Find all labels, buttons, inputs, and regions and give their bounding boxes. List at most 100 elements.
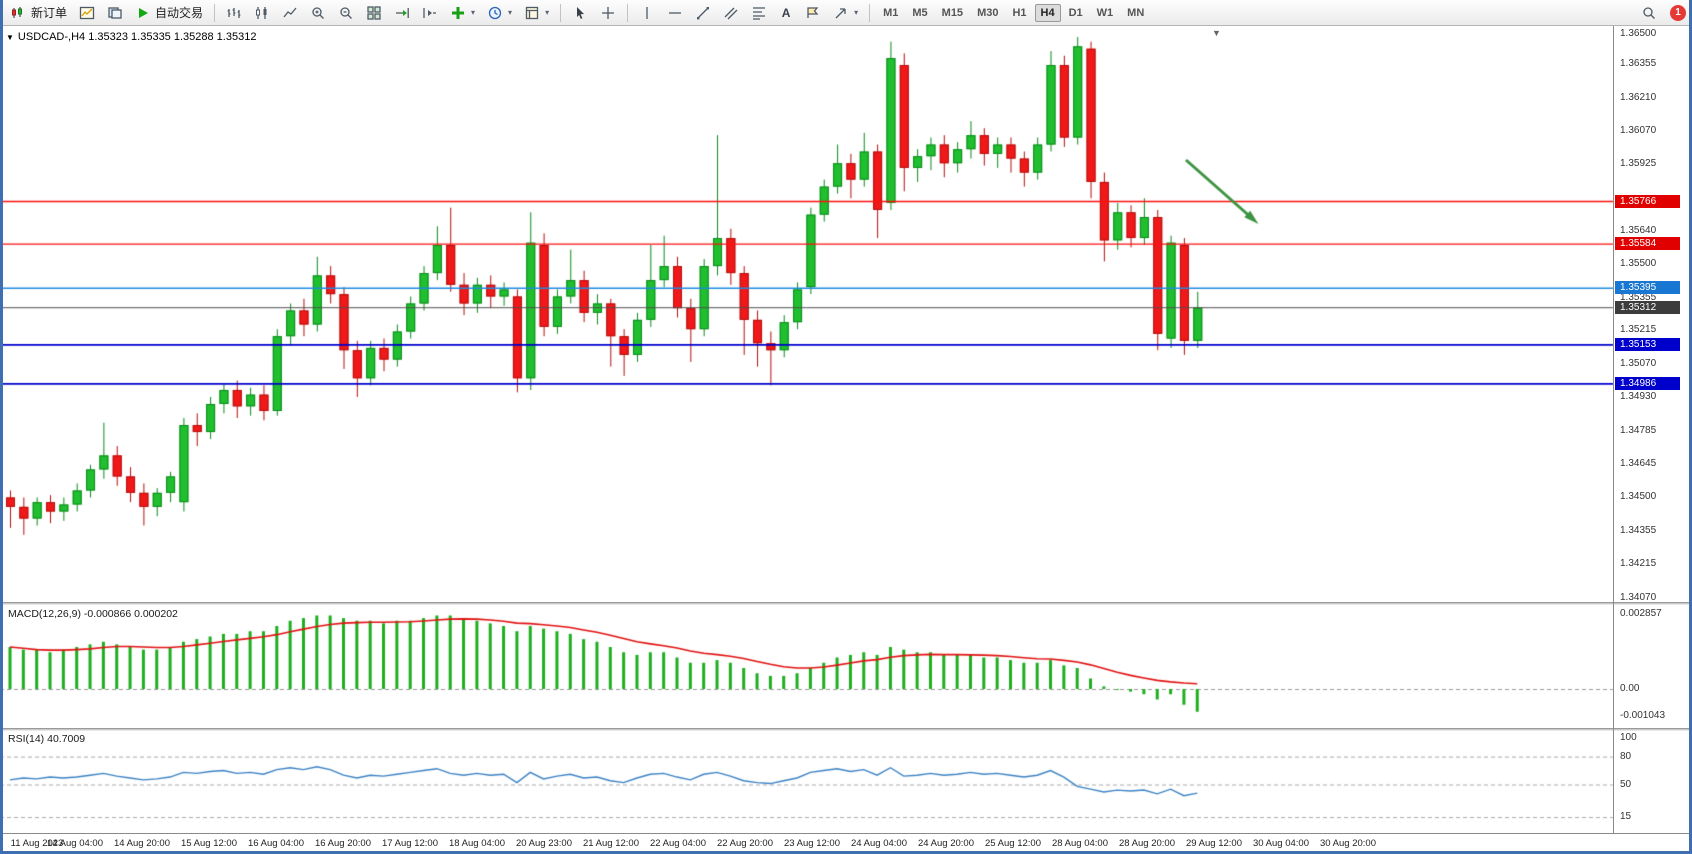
price-label: 1.34785 bbox=[1620, 424, 1657, 436]
main-toolbar: 新订单 自动交易 bbox=[0, 0, 1692, 26]
profiles-button[interactable] bbox=[102, 1, 128, 25]
horizontal-line-button[interactable] bbox=[662, 1, 688, 25]
chevron-down-icon bbox=[854, 8, 858, 17]
line-chart-icon bbox=[283, 7, 297, 17]
text-icon bbox=[779, 6, 793, 20]
zoom-out-icon bbox=[340, 6, 352, 19]
profiles-icon bbox=[108, 6, 122, 19]
time-label: 18 Aug 04:00 bbox=[449, 838, 505, 849]
text-button[interactable] bbox=[774, 1, 798, 25]
label-button[interactable] bbox=[800, 1, 826, 25]
price-label: 1.36500 bbox=[1620, 28, 1657, 39]
timeframe-h1[interactable]: H1 bbox=[1012, 6, 1027, 19]
timeframe-w1[interactable]: W1 bbox=[1096, 6, 1114, 19]
channel-button[interactable] bbox=[718, 1, 744, 25]
autotrade-icon bbox=[139, 7, 149, 18]
tile-windows-button[interactable] bbox=[361, 1, 387, 25]
pane-separator-rsi[interactable] bbox=[0, 728, 1692, 731]
autotrade-button[interactable]: 自动交易 bbox=[130, 1, 208, 25]
chart-shift-icon bbox=[423, 7, 437, 18]
time-axis-border bbox=[0, 833, 1692, 834]
new-chart-button[interactable] bbox=[74, 1, 100, 25]
price-label: 1.35070 bbox=[1620, 358, 1657, 370]
zoom-out-button[interactable] bbox=[333, 1, 359, 25]
price-badge: 1.35312 bbox=[1615, 300, 1680, 314]
chart-title: USDCAD-,H4 1.35323 1.35335 1.35288 1.353… bbox=[6, 31, 256, 43]
rsi-value: 40.7009 bbox=[47, 733, 86, 745]
chart-shift-button[interactable] bbox=[417, 1, 443, 25]
trendline-button[interactable] bbox=[690, 1, 716, 25]
timeframe-h4[interactable]: H4 bbox=[1034, 3, 1061, 22]
bar-chart-button[interactable] bbox=[221, 1, 247, 25]
timeframe-m30[interactable]: M30 bbox=[977, 6, 999, 19]
vertical-line-button[interactable] bbox=[634, 1, 660, 25]
toolbar-separator bbox=[214, 3, 216, 22]
rsi-name: RSI(14) bbox=[8, 733, 45, 745]
price-badge: 1.34986 bbox=[1615, 376, 1680, 390]
rsi-scale-label: 80 bbox=[1620, 750, 1632, 762]
new-order-icon bbox=[12, 6, 22, 18]
templates-button[interactable] bbox=[519, 1, 554, 25]
macd-scale-label: -0.001043 bbox=[1620, 710, 1666, 722]
toolbar-separator bbox=[560, 3, 562, 22]
auto-scroll-button[interactable] bbox=[389, 1, 415, 25]
bar-chart-icon bbox=[227, 7, 241, 18]
tile-windows-icon bbox=[367, 5, 381, 20]
time-label: 21 Aug 12:00 bbox=[583, 838, 639, 849]
rsi-scale-label: 50 bbox=[1620, 778, 1632, 790]
price-label: 1.35500 bbox=[1620, 257, 1657, 269]
time-label: 28 Aug 20:00 bbox=[1119, 838, 1175, 849]
candlestick-chart-button[interactable] bbox=[249, 1, 275, 25]
timeframe-m1[interactable]: M1 bbox=[883, 6, 899, 19]
search-icon bbox=[1643, 6, 1655, 19]
line-chart-button[interactable] bbox=[277, 1, 303, 25]
timeframe-m15[interactable]: M15 bbox=[941, 6, 964, 19]
time-label: 30 Aug 20:00 bbox=[1320, 838, 1376, 849]
timeframe-d1[interactable]: D1 bbox=[1068, 6, 1083, 19]
autotrade-label: 自动交易 bbox=[155, 6, 204, 20]
price-label: 1.36070 bbox=[1620, 124, 1657, 136]
time-label: 16 Aug 20:00 bbox=[315, 838, 371, 849]
chart-ohlc-values: 1.35323 1.35335 1.35288 1.35312 bbox=[88, 31, 257, 43]
channel-icon bbox=[724, 7, 738, 19]
notification-badge[interactable]: 1 bbox=[1670, 4, 1686, 21]
time-label: 22 Aug 04:00 bbox=[650, 838, 706, 849]
indicators-button[interactable] bbox=[445, 1, 480, 25]
rsi-scale-label: 15 bbox=[1620, 811, 1632, 823]
price-label: 1.34930 bbox=[1620, 390, 1657, 402]
chevron-down-icon bbox=[545, 8, 549, 17]
toolbar-separator bbox=[627, 3, 629, 22]
indicators-icon bbox=[452, 6, 465, 19]
pane-separator-macd[interactable] bbox=[0, 602, 1692, 605]
new-order-button[interactable]: 新订单 bbox=[6, 1, 72, 25]
price-label: 1.35640 bbox=[1620, 225, 1657, 237]
time-label: 30 Aug 04:00 bbox=[1253, 838, 1309, 849]
cursor-button[interactable] bbox=[567, 1, 593, 25]
time-label: 25 Aug 12:00 bbox=[985, 838, 1041, 849]
price-label: 1.35925 bbox=[1620, 158, 1657, 170]
arrows-icon bbox=[835, 7, 846, 18]
arrows-button[interactable] bbox=[828, 1, 863, 25]
time-label: 16 Aug 04:00 bbox=[248, 838, 304, 849]
time-label: 17 Aug 12:00 bbox=[382, 838, 438, 849]
zoom-in-button[interactable] bbox=[305, 1, 331, 25]
price-label: 1.36355 bbox=[1620, 57, 1657, 69]
search-button[interactable] bbox=[1636, 1, 1662, 25]
timeframe-mn[interactable]: MN bbox=[1127, 6, 1145, 19]
new-order-label: 新订单 bbox=[31, 6, 68, 20]
price-axis-border bbox=[1613, 26, 1614, 833]
timeframe-m5[interactable]: M5 bbox=[912, 6, 928, 19]
fibonacci-button[interactable] bbox=[746, 1, 772, 25]
chevron-down-icon bbox=[471, 8, 475, 17]
time-label: 29 Aug 12:00 bbox=[1186, 838, 1242, 849]
price-label: 1.34500 bbox=[1620, 491, 1657, 503]
periods-button[interactable] bbox=[482, 1, 517, 25]
crosshair-button[interactable] bbox=[595, 1, 621, 25]
chart-shift-marker[interactable] bbox=[1212, 28, 1221, 38]
fibonacci-icon bbox=[753, 6, 766, 20]
time-label: 24 Aug 04:00 bbox=[851, 838, 907, 849]
time-label: 22 Aug 20:00 bbox=[717, 838, 773, 849]
zoom-in-icon bbox=[312, 6, 324, 19]
